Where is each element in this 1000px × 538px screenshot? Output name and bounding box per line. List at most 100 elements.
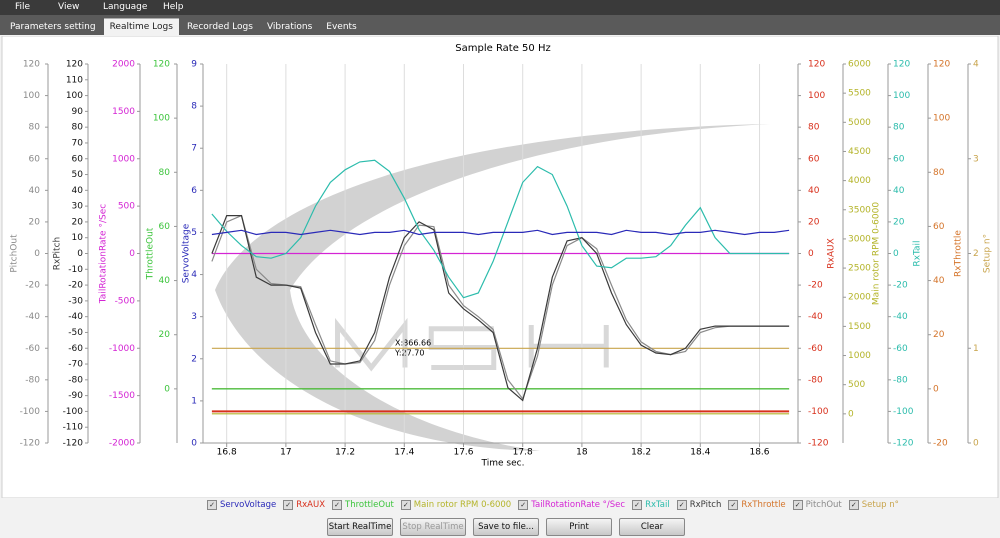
legend-checkbox[interactable]: ✓	[283, 500, 294, 510]
tab[interactable]: Vibrations	[266, 22, 313, 32]
y-tick-label: 40	[159, 276, 171, 286]
y-tick-label: 8	[191, 102, 197, 112]
y-tick-label: 500	[118, 202, 135, 212]
y-axis-title: PitchOut	[10, 234, 20, 273]
menu-item[interactable]: Language	[103, 2, 148, 12]
legend-item[interactable]: ✓ Main rotor RPM 0-6000	[400, 500, 511, 510]
y-tick-label: -60	[893, 344, 908, 354]
x-tick-label: 17.2	[335, 448, 355, 458]
chart: Sample Rate 50 Hz Time sec. X:866.66 Y:2…	[1, 36, 999, 498]
y-tick-label: 0	[808, 249, 814, 259]
legend-item[interactable]: ✓ RxTail	[632, 500, 670, 510]
y-tick-label: 7	[191, 144, 197, 154]
y-tick-label: 20	[159, 330, 171, 340]
y-tick-label: -40	[808, 312, 823, 322]
tab[interactable]: Parameters setting	[10, 22, 96, 32]
button[interactable]: Clear	[619, 518, 685, 536]
y-axis-title: Main rotor RPM 0-6000	[872, 202, 882, 305]
y-tick-label: 2000	[112, 60, 135, 70]
y-tick-label: 110	[66, 75, 83, 85]
menu-item[interactable]: View	[58, 2, 80, 12]
y-tick-label: 40	[893, 186, 905, 196]
chart-background	[1, 36, 999, 498]
y-tick-label: 1	[973, 344, 979, 354]
legend-item[interactable]: ✓ RxThrottle	[728, 500, 786, 510]
y-tick-label: -80	[808, 375, 823, 385]
y-tick-label: 80	[933, 168, 945, 178]
y-tick-label: 1000	[112, 154, 135, 164]
legend-checkbox[interactable]: ✓	[632, 500, 643, 510]
series-line	[211, 214, 790, 401]
legend-item[interactable]: ✓ RxAUX	[283, 500, 325, 510]
legend-item[interactable]: ✓ TailRotationRate °/Sec	[518, 500, 625, 510]
legend-item[interactable]: ✓ Setup n°	[848, 500, 899, 510]
y-tick-label: 6000	[848, 60, 871, 70]
y-tick-label: 500	[848, 380, 865, 390]
y-axis-title: ServoVoltage	[182, 223, 192, 283]
y-tick-label: 60	[893, 154, 905, 164]
legend-checkbox[interactable]: ✓	[728, 500, 739, 510]
y-tick-label: 70	[72, 138, 84, 148]
y-tick-label: 60	[808, 154, 820, 164]
tab[interactable]: Recorded Logs	[186, 22, 253, 32]
y-tick-label: 120	[933, 60, 950, 70]
y-tick-label: 120	[893, 60, 910, 70]
y-tick-label: 3	[191, 312, 197, 322]
y-tick-label: 4500	[848, 147, 871, 157]
y-tick-label: -60	[808, 344, 823, 354]
legend-checkbox[interactable]: ✓	[848, 500, 859, 510]
legend-checkbox[interactable]: ✓	[207, 500, 217, 510]
y-tick-label: -120	[63, 439, 84, 449]
y-axis-title: RxThrottle	[954, 230, 964, 277]
annotation: X:866.66	[395, 339, 431, 348]
y-tick-label: 2500	[848, 264, 871, 274]
watermark-swoosh	[215, 124, 770, 451]
y-tick-label: -2000	[109, 439, 135, 449]
y-tick-label: 0	[34, 249, 40, 259]
legend-checkbox[interactable]: ✓	[792, 500, 803, 510]
y-tick-label: -20	[808, 281, 823, 291]
tab[interactable]: Events	[326, 22, 357, 32]
y-tick-label: -40	[68, 312, 83, 322]
button[interactable]: Print	[546, 518, 612, 536]
series-line	[211, 229, 790, 236]
y-tick-label: 120	[808, 60, 825, 70]
legend-label: RxThrottle	[741, 500, 786, 510]
legend-checkbox[interactable]: ✓	[400, 500, 411, 510]
legend-label: RxAUX	[296, 500, 326, 510]
legend-item[interactable]: ✓ ThrottleOut	[332, 500, 394, 510]
legend-item[interactable]: ✓ ServoVoltage	[207, 500, 276, 510]
legend-item[interactable]: ✓ RxPitch	[676, 500, 721, 510]
legend-checkbox[interactable]: ✓	[676, 500, 687, 510]
y-tick-label: 80	[808, 123, 820, 133]
legend-checkbox[interactable]: ✓	[518, 500, 529, 510]
tab-bar: Parameters setting Realtime Logs Recorded …	[0, 15, 1000, 35]
menu-item[interactable]: Help	[163, 2, 184, 12]
x-tick-label: 18	[576, 448, 588, 458]
y-tick-label: 2000	[848, 293, 871, 303]
y-tick-label: 120	[23, 60, 40, 70]
y-tick-label: 6	[191, 186, 197, 196]
y-tick-label: 60	[72, 154, 84, 164]
y-tick-label: 4	[191, 270, 197, 280]
y-tick-label: -100	[808, 407, 829, 417]
legend-checkbox[interactable]: ✓	[332, 500, 343, 510]
x-tick-label: 18.4	[690, 448, 710, 458]
y-tick-label: -60	[68, 344, 83, 354]
button[interactable]: Start RealTime	[327, 518, 393, 536]
y-tick-label: 40	[808, 186, 820, 196]
legend-item[interactable]: ✓ PitchOut	[792, 500, 842, 510]
y-tick-label: 0	[191, 439, 197, 449]
tab[interactable]: Realtime Logs	[103, 18, 179, 35]
y-tick-label: 20	[893, 217, 905, 227]
series-line	[211, 215, 790, 402]
button: Stop RealTime	[400, 518, 466, 536]
menu-item[interactable]: File	[15, 2, 31, 12]
y-tick-label: 3500	[848, 205, 871, 215]
y-tick-label: 0	[893, 249, 899, 259]
y-tick-label: 60	[933, 222, 945, 232]
y-tick-label: 60	[159, 222, 171, 232]
button[interactable]: Save to file...	[473, 518, 539, 536]
y-tick-label: -60	[25, 344, 40, 354]
y-tick-label: -20	[68, 281, 83, 291]
